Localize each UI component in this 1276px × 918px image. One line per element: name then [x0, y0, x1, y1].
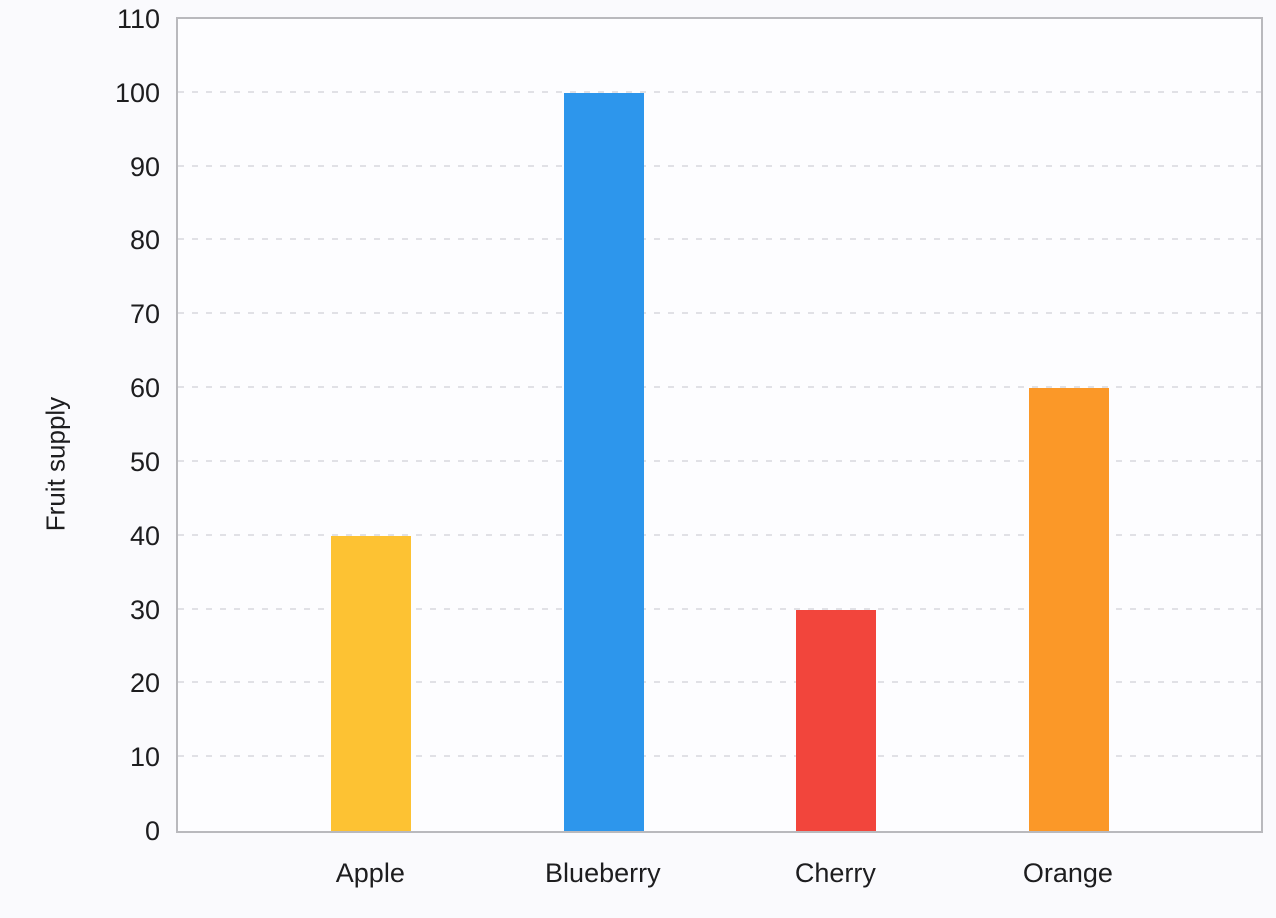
gridline-10 — [178, 755, 1261, 758]
y-tick-label-60: 60 — [129, 373, 160, 404]
y-tick-label-30: 30 — [129, 594, 160, 625]
x-tick-label-cherry: Cherry — [794, 858, 876, 888]
gridline-20 — [178, 681, 1261, 684]
gridline-40 — [178, 533, 1261, 536]
gridline-50 — [178, 459, 1261, 462]
gridline-60 — [178, 386, 1261, 389]
gridline-30 — [178, 607, 1261, 610]
gridline-90 — [178, 164, 1261, 167]
gridline-80 — [178, 238, 1261, 241]
x-tick-label-blueberry: Blueberry — [545, 858, 661, 888]
x-tick-label-orange: Orange — [1022, 858, 1113, 888]
y-tick-label-10: 10 — [129, 742, 160, 773]
plot-area — [176, 17, 1263, 833]
y-tick-label-40: 40 — [129, 520, 160, 551]
gridline-70 — [178, 312, 1261, 315]
bar-blueberry — [563, 92, 644, 831]
y-tick-label-50: 50 — [129, 446, 160, 477]
y-tick-label-70: 70 — [129, 299, 160, 330]
y-tick-label-80: 80 — [129, 225, 160, 256]
bar-apple — [331, 535, 412, 831]
y-tick-label-90: 90 — [129, 151, 160, 182]
y-tick-label-110: 110 — [116, 4, 160, 34]
bar-orange — [1028, 388, 1109, 831]
x-tick-label-apple: Apple — [335, 858, 405, 888]
y-tick-label-20: 20 — [129, 668, 160, 699]
y-tick-label-100: 100 — [114, 77, 160, 108]
bar-cherry — [796, 609, 877, 831]
gridline-100 — [178, 90, 1261, 93]
y-tick-label-0: 0 — [144, 816, 160, 846]
